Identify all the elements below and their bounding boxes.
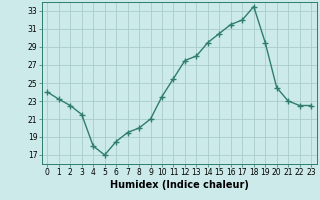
X-axis label: Humidex (Indice chaleur): Humidex (Indice chaleur) bbox=[110, 180, 249, 190]
